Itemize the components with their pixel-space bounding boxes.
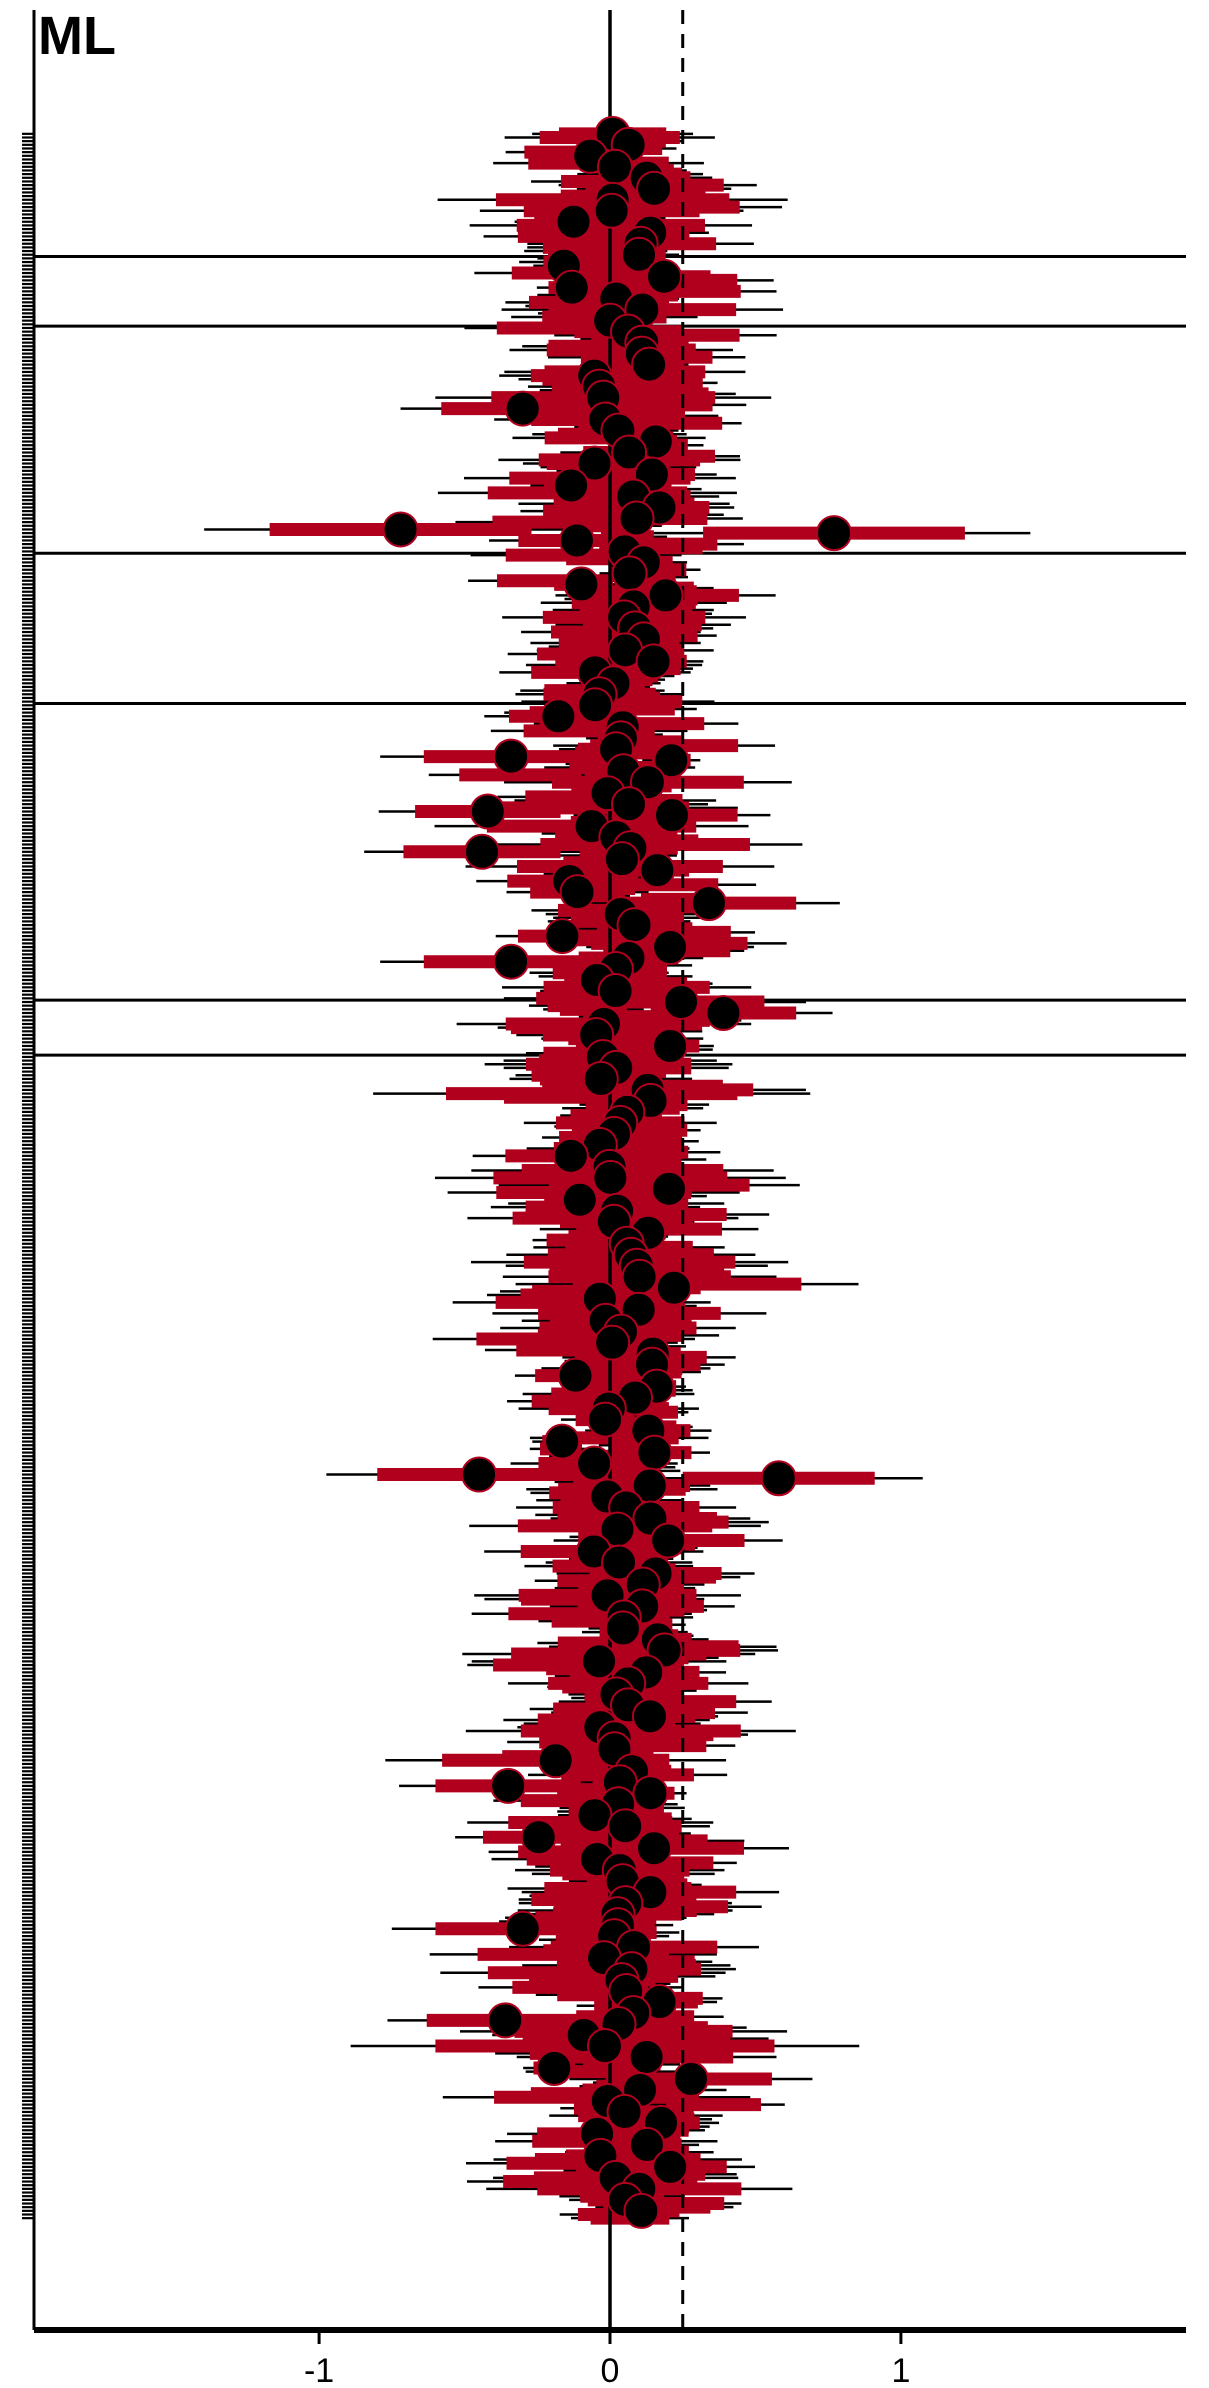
point-estimate [635,643,672,680]
point-estimate [601,1544,638,1581]
point-estimate [652,2148,689,2185]
point-estimate [504,1910,541,1947]
point-estimate [604,1610,641,1647]
point-estimate [559,874,596,911]
point-estimate [576,445,613,482]
point-estimate [611,434,648,471]
point-estimate [631,1698,668,1735]
point-estimate [597,973,634,1010]
point-estimate [461,1456,498,1493]
point-estimate [650,1522,687,1559]
point-estimate [816,515,852,552]
point-estimate [646,258,683,295]
point-estimate [520,1819,557,1856]
point-estimate [552,1137,589,1174]
point-estimate [592,1159,629,1196]
point-estimate [563,566,600,603]
point-estimate [581,1643,618,1680]
point-estimate [760,1460,797,1497]
point-estimate [628,2038,665,2075]
point-estimate [464,833,500,870]
point-estimate [553,269,590,306]
x-tick-label: -1 [304,2352,334,2388]
point-estimate [636,1830,673,1867]
point-estimate [469,793,506,830]
point-estimate [653,797,690,834]
point-estimate [540,698,577,735]
point-estimate [663,984,700,1020]
point-estimate [621,1258,658,1295]
point-estimate [544,918,581,955]
point-estimate [636,1434,673,1471]
point-estimate [576,1797,613,1834]
point-estimate [606,2093,643,2130]
point-estimate [553,467,590,504]
x-tick-label: 1 [891,2352,910,2388]
point-estimate [487,2002,524,2039]
point-estimate [610,786,647,823]
point-estimate [628,2126,665,2163]
point-estimate [586,2028,623,2064]
point-estimate [577,687,614,724]
point-estimate [536,2049,573,2086]
point-estimate [616,907,653,944]
point-estimate [593,192,630,229]
row-ticks-layer [22,132,34,2220]
point-estimate [690,885,727,922]
point-estimate [705,994,742,1031]
point-estimate [596,148,633,185]
point-estimate [650,1170,687,1207]
point-estimate [537,1742,574,1779]
point-estimate [611,555,648,592]
point-estimate [603,841,640,878]
point-estimate [504,390,541,427]
point-estimate [490,1767,527,1804]
point-estimate [557,1357,594,1394]
x-tick-label: 0 [601,2352,620,2388]
axes: -1 0 1 [32,10,1186,2388]
point-estimate [493,738,530,775]
point-estimate [672,2060,709,2097]
point-estimates [382,115,852,2229]
point-estimate [594,1324,631,1361]
point-estimate [631,346,668,383]
point-estimate [639,852,676,889]
point-estimate [647,577,684,614]
point-estimate [555,203,592,240]
point-estimate [493,943,530,980]
point-estimate [632,1775,669,1812]
point-estimate [655,1269,692,1306]
point-estimate [576,1445,613,1482]
point-estimate [582,1060,619,1097]
point-estimate [607,1808,644,1845]
point-estimate [652,1027,689,1064]
point-estimate [652,929,689,966]
chart-title: ML [38,6,116,66]
point-estimate [382,511,419,548]
point-estimate [561,1181,598,1218]
point-estimate [623,2192,660,2229]
point-estimate [653,742,690,779]
point-estimate [587,1401,624,1438]
point-estimate [621,236,658,273]
point-estimate [544,1423,581,1460]
point-estimate [558,522,595,559]
point-estimate [636,170,673,207]
point-estimate [618,500,655,537]
